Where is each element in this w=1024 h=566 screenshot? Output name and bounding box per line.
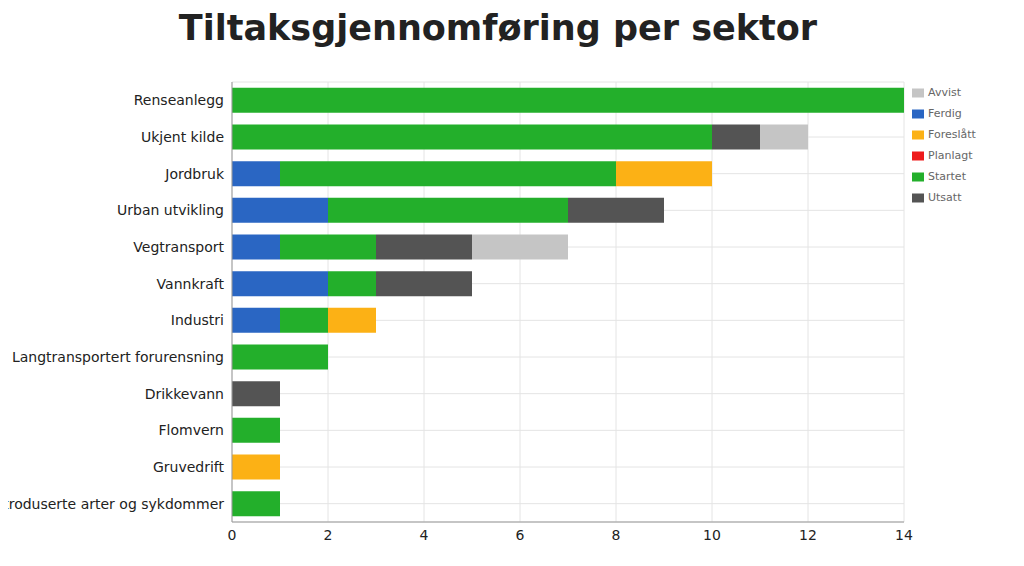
html-text:Ferdig: Ferdig — [928, 107, 962, 120]
html-text:Planlagt: Planlagt — [928, 149, 973, 162]
svg-text:Drikkevann: Drikkevann — [145, 386, 224, 402]
svg-text:12: 12 — [799, 527, 817, 543]
svg-text:Introduserte arter og sykdomme: Introduserte arter og sykdommer — [8, 496, 224, 512]
svg-text:14: 14 — [895, 527, 913, 543]
svg-text:Renseanlegg: Renseanlegg — [134, 92, 224, 108]
svg-text:Urban utvikling: Urban utvikling — [117, 202, 224, 218]
svg-text:Vegtransport: Vegtransport — [133, 239, 224, 255]
svg-text:Vannkraft: Vannkraft — [157, 276, 225, 292]
html-text:Tiltaksgjennomføring per sekto: Tiltaksgjennomføring per sektor — [178, 8, 818, 48]
svg-text:Jordbruk: Jordbruk — [164, 166, 225, 182]
svg-text:6: 6 — [516, 527, 525, 543]
html-text:Utsatt: Utsatt — [928, 191, 962, 204]
svg-text:Ukjent kilde: Ukjent kilde — [141, 129, 224, 145]
svg-text:8: 8 — [612, 527, 621, 543]
svg-text:0: 0 — [228, 527, 237, 543]
html-text:Avvist: Avvist — [928, 86, 961, 99]
html-text:Startet: Startet — [928, 170, 966, 183]
svg-text:2: 2 — [324, 527, 333, 543]
svg-text:4: 4 — [420, 527, 429, 543]
html-text:Foreslått: Foreslått — [928, 128, 976, 141]
svg-text:Gruvedrift: Gruvedrift — [153, 459, 225, 475]
svg-text:10: 10 — [703, 527, 721, 543]
svg-text:Flomvern: Flomvern — [159, 422, 224, 438]
svg-text:Industri: Industri — [171, 312, 224, 328]
svg-text:Langtransportert forurensning: Langtransportert forurensning — [12, 349, 224, 365]
